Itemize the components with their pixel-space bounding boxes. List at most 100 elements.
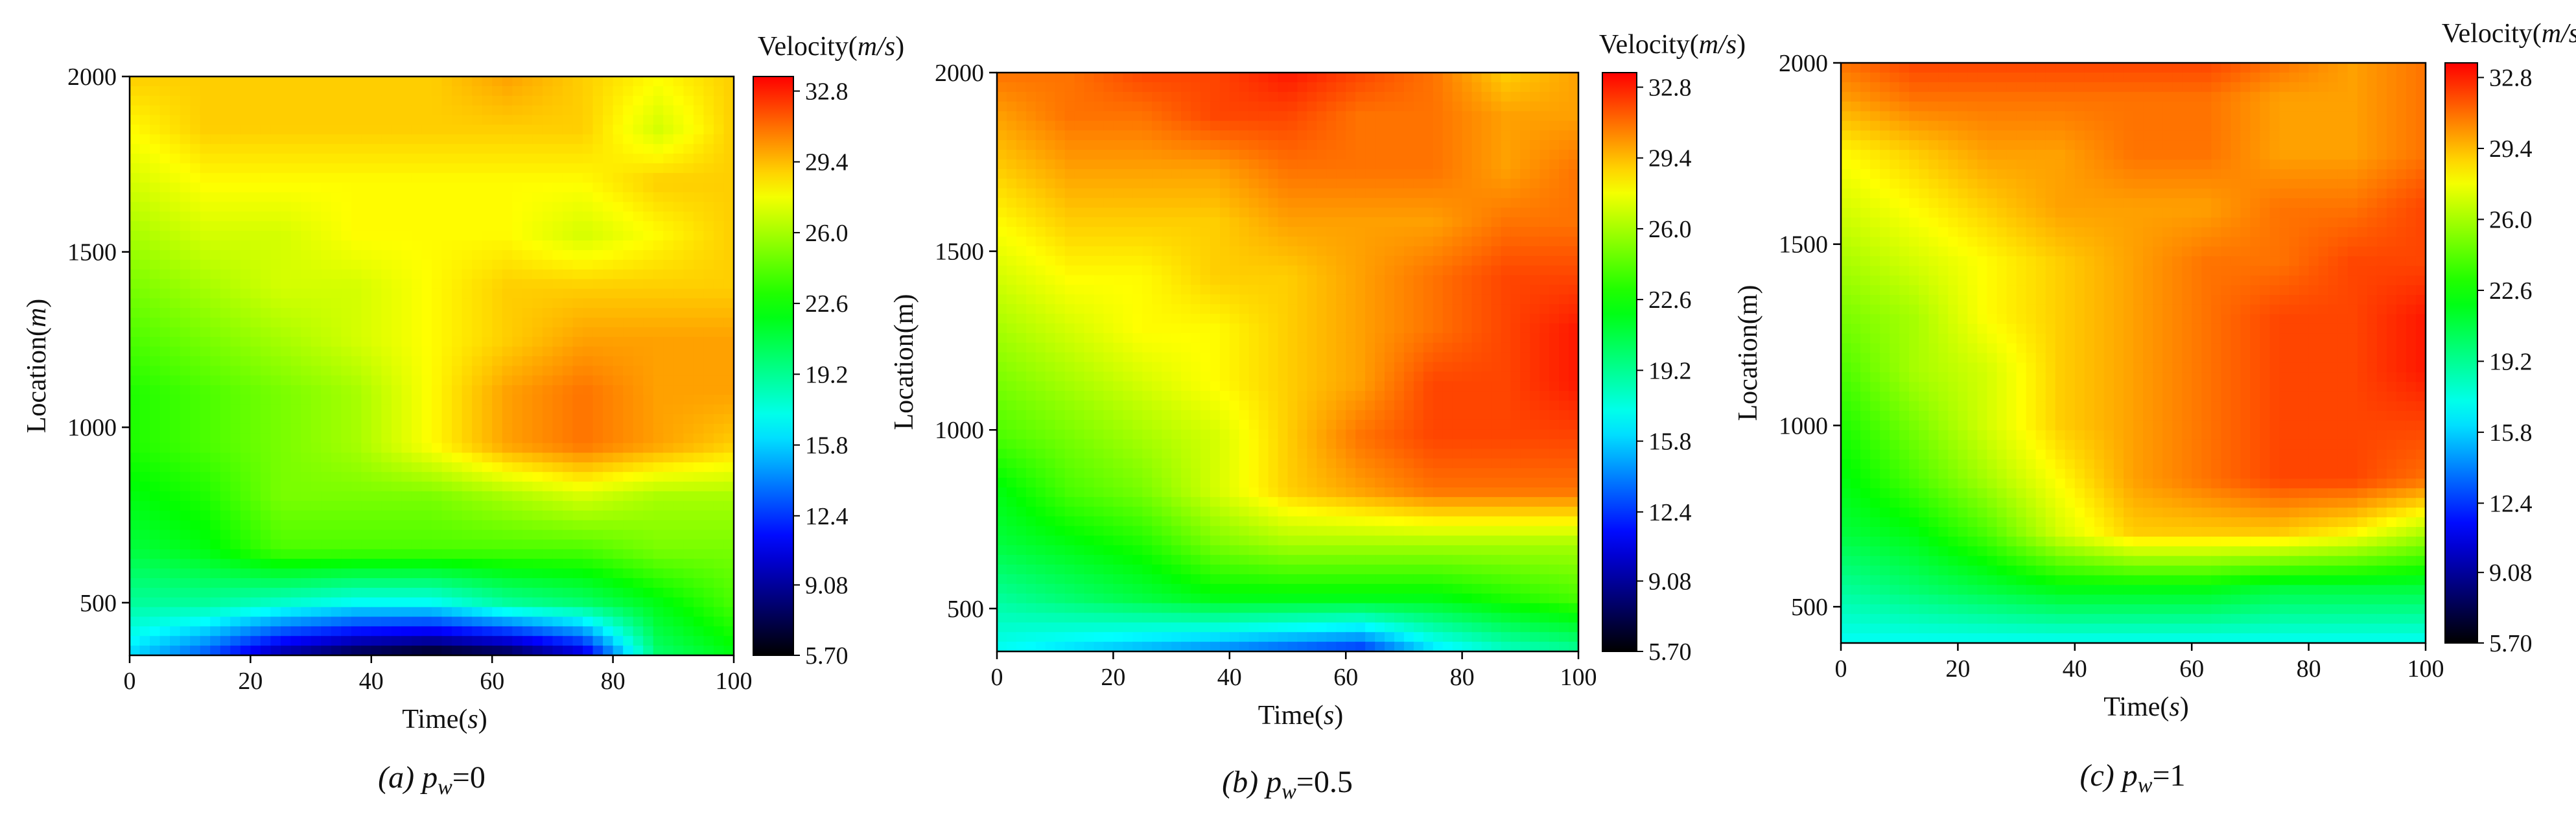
heatmap-cell	[1191, 91, 1201, 102]
heatmap-cell	[532, 269, 543, 280]
heatmap-cell	[159, 105, 170, 116]
heatmap-cell	[613, 172, 624, 183]
heatmap-cell	[583, 221, 594, 231]
heatmap-cell	[693, 423, 704, 434]
heatmap-cell	[723, 318, 734, 328]
heatmap-cell	[673, 375, 684, 386]
heatmap-cell	[421, 423, 432, 434]
heatmap-cell	[452, 375, 463, 386]
heatmap-cell	[170, 395, 181, 405]
heatmap-cell	[1219, 255, 1230, 266]
heatmap-cell	[1520, 91, 1530, 102]
heatmap-cell	[351, 607, 362, 618]
heatmap-cell	[391, 616, 402, 627]
heatmap-cell	[1491, 121, 1501, 131]
heatmap-cell	[421, 414, 432, 425]
heatmap-cell	[723, 375, 734, 386]
heatmap-cell	[1403, 130, 1414, 141]
heatmap-cell	[623, 308, 634, 318]
heatmap-cell	[130, 318, 141, 328]
heatmap-cell	[603, 250, 614, 261]
heatmap-cell	[401, 250, 412, 261]
heatmap-cell	[441, 95, 452, 106]
heatmap-cell	[1452, 217, 1463, 228]
heatmap-cell	[1113, 91, 1123, 102]
heatmap-cell	[713, 327, 725, 338]
heatmap-cell	[1016, 91, 1027, 102]
heatmap-cell	[693, 482, 704, 492]
heatmap-cell	[1433, 188, 1444, 199]
heatmap-cell	[592, 626, 603, 637]
heatmap-cell	[663, 587, 674, 598]
heatmap-cell	[139, 124, 150, 135]
heatmap-cell	[1385, 188, 1395, 199]
heatmap-cell	[371, 154, 382, 164]
heatmap-cell	[1016, 237, 1027, 247]
heatmap-cell	[1229, 285, 1240, 295]
heatmap-cell	[1336, 275, 1346, 286]
heatmap-cell	[159, 346, 170, 357]
heatmap-cell	[1559, 207, 1569, 218]
heatmap-cell	[180, 259, 191, 270]
heatmap-cell	[482, 221, 493, 231]
heatmap-cell	[1423, 207, 1434, 218]
heatmap-cell	[190, 366, 201, 376]
heatmap-cell	[583, 202, 594, 212]
heatmap-cell	[391, 500, 402, 511]
heatmap-cell	[1297, 101, 1307, 112]
heatmap-cell	[997, 140, 1007, 150]
heatmap-cell	[351, 298, 362, 309]
heatmap-cell	[713, 105, 725, 116]
heatmap-cell	[290, 616, 301, 627]
heatmap-cell	[200, 346, 211, 357]
heatmap-cell	[130, 414, 141, 425]
heatmap-cell	[301, 636, 312, 646]
heatmap-cell	[260, 182, 272, 193]
heatmap-cell	[683, 597, 694, 608]
heatmap-cell	[411, 500, 423, 511]
heatmap-cell	[1287, 150, 1298, 160]
heatmap-cell	[673, 452, 684, 463]
heatmap-cell	[713, 472, 725, 482]
heatmap-cell	[381, 182, 392, 193]
heatmap-cell	[210, 202, 221, 212]
heatmap-cell	[180, 124, 191, 135]
heatmap-cell	[723, 452, 734, 463]
heatmap-cell	[693, 231, 704, 241]
heatmap-cell	[623, 318, 634, 328]
heatmap-cell	[1403, 207, 1414, 218]
heatmap-cell	[1287, 159, 1298, 170]
heatmap-cell	[1219, 178, 1230, 189]
heatmap-cell	[1035, 246, 1046, 257]
heatmap-cell	[552, 423, 563, 434]
heatmap-cell	[250, 259, 261, 270]
heatmap-cell	[472, 124, 483, 135]
heatmap-cell	[432, 298, 443, 309]
heatmap-cell	[1520, 159, 1530, 170]
heatmap-cell	[150, 375, 161, 386]
heatmap-cell	[1035, 73, 1046, 83]
x-tick-label: 20	[238, 668, 263, 695]
heatmap-cell	[301, 472, 312, 482]
heatmap-cell	[653, 539, 664, 550]
heatmap-cell	[1248, 198, 1259, 208]
heatmap-cell	[1433, 150, 1444, 160]
heatmap-cell	[653, 356, 664, 367]
heatmap-cell	[230, 115, 241, 126]
heatmap-cell	[532, 105, 543, 116]
heatmap-cell	[522, 144, 533, 154]
heatmap-cell	[170, 115, 181, 126]
heatmap-cell	[290, 646, 301, 656]
heatmap-cell	[1365, 227, 1376, 237]
heatmap-cell	[623, 366, 634, 376]
heatmap-cell	[331, 288, 342, 299]
heatmap-cell	[623, 95, 634, 106]
heatmap-cell	[1123, 159, 1133, 170]
heatmap-cell	[592, 510, 603, 521]
heatmap-cell	[623, 433, 634, 444]
heatmap-cell	[260, 86, 272, 97]
heatmap-cell	[512, 385, 523, 395]
heatmap-cell	[1229, 150, 1240, 160]
heatmap-cell	[391, 144, 402, 154]
heatmap-cell	[673, 327, 684, 338]
